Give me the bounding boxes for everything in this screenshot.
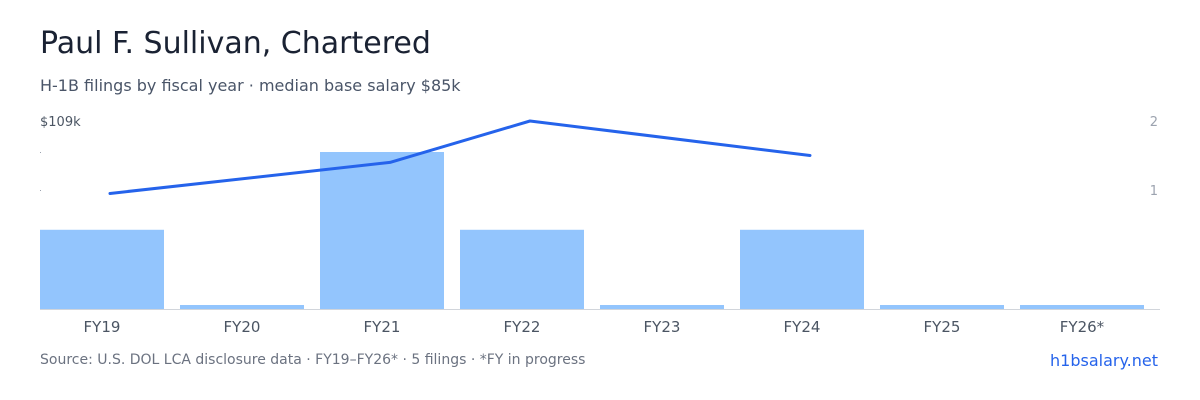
x-tick-label: FY23 [644,318,681,336]
chart-subtitle: H-1B filings by fiscal year · median bas… [40,76,461,95]
x-tick-labels: FY19 FY20 FY21 FY22 FY23 FY24 FY25 FY26* [84,318,1105,336]
bar-fy26-partial [1020,305,1144,309]
bar-fy19 [40,229,164,309]
left-axis-minor-mark [40,190,41,191]
x-tick-label: FY24 [784,318,821,336]
bar-fy23 [600,305,724,309]
left-axis-minor-mark [40,152,41,153]
bar-fy22 [460,229,584,309]
x-tick-label: FY26* [1060,318,1105,336]
footer-brand-link[interactable]: h1bsalary.net [1050,351,1158,370]
footer-source: Source: U.S. DOL LCA disclosure data · F… [40,352,586,368]
right-axis-tick-label: 2 [1150,115,1158,130]
bars-group [40,152,1144,309]
right-axis-tick-label: 1 [1150,184,1158,199]
bar-fy24 [740,229,864,309]
x-tick-label: FY21 [364,318,401,336]
x-tick-label: FY19 [84,318,121,336]
bar-fy21 [320,152,444,309]
bar-fy20 [180,305,304,309]
x-tick-label: FY25 [924,318,961,336]
chart-title: Paul F. Sullivan, Chartered [40,26,431,61]
right-axis-ticks: 12 [1150,115,1158,199]
line-series [108,119,812,195]
left-axis-minor-marks [40,152,41,191]
bar-fy25 [880,305,1004,309]
x-tick-label: FY20 [224,318,261,336]
x-tick-label: FY22 [504,318,541,336]
left-axis-max-label: $109k [40,115,81,130]
